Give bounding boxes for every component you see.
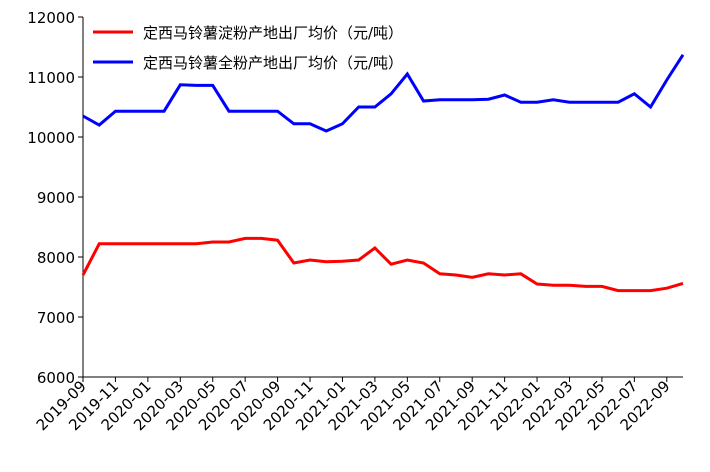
legend-label: 定西马铃薯淀粉产地出厂均价（元/吨） <box>143 24 403 42</box>
y-tick-label: 6000 <box>37 369 75 387</box>
y-tick-label: 7000 <box>37 309 75 327</box>
y-tick-label: 9000 <box>37 189 75 207</box>
legend-label: 定西马铃薯全粉产地出厂均价（元/吨） <box>143 54 403 72</box>
y-tick-label: 11000 <box>27 69 75 87</box>
y-tick-label: 8000 <box>37 249 75 267</box>
y-tick-label: 10000 <box>27 129 75 147</box>
y-tick-label: 12000 <box>27 9 75 27</box>
series-line <box>81 236 684 293</box>
series-line <box>82 53 685 133</box>
